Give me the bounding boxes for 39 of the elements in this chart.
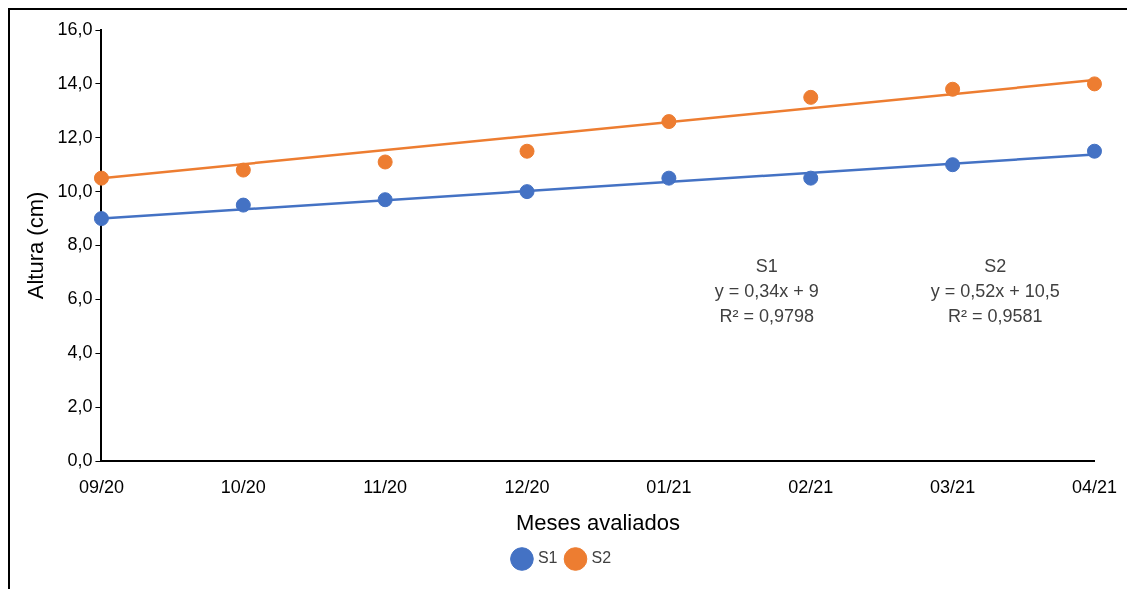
point	[803, 170, 819, 186]
y-tick-label: 16,0	[57, 18, 93, 39]
y-tick-label: 0,0	[67, 449, 93, 470]
point	[803, 89, 819, 105]
x-tick-label: 01/21	[646, 476, 692, 497]
point	[945, 157, 961, 173]
point	[945, 81, 961, 97]
point	[377, 154, 393, 170]
point	[93, 211, 109, 227]
x-axis-title: Meses avaliados	[516, 509, 680, 535]
x-tick-label: 03/21	[930, 476, 976, 497]
y-tick-label: 12,0	[57, 126, 93, 147]
x-tick-label: 10/20	[220, 476, 266, 497]
point	[377, 192, 393, 208]
x-tick-label: 12/20	[504, 476, 550, 497]
y-tick-label: 10,0	[57, 180, 93, 201]
point	[93, 170, 109, 186]
point	[519, 184, 535, 200]
legend-label: S1	[537, 549, 558, 567]
point	[235, 197, 251, 213]
legend-label: S2	[591, 549, 612, 567]
x-tick-label: 11/20	[363, 476, 408, 497]
y-axis-title: Altura (cm)	[23, 191, 49, 300]
x-tick-label: 02/21	[788, 476, 834, 497]
point	[519, 143, 535, 159]
point	[661, 114, 677, 130]
x-tick-label: 09/20	[78, 476, 124, 497]
point	[661, 170, 677, 186]
y-tick-label: 14,0	[57, 72, 93, 93]
annotation: S2 y = 0,52x + 10,5 R² = 0,9581	[930, 256, 1060, 327]
point	[1086, 143, 1102, 159]
y-tick-label: 6,0	[67, 288, 93, 309]
point	[1086, 76, 1102, 92]
y-tick-label: 4,0	[67, 342, 93, 363]
y-tick-label: 8,0	[67, 234, 93, 255]
x-tick-label: 04/21	[1071, 476, 1117, 497]
point	[235, 162, 251, 178]
annotation: S1 y = 0,34x + 9 R² = 0,9798	[714, 256, 819, 327]
y-tick-label: 2,0	[67, 396, 93, 417]
